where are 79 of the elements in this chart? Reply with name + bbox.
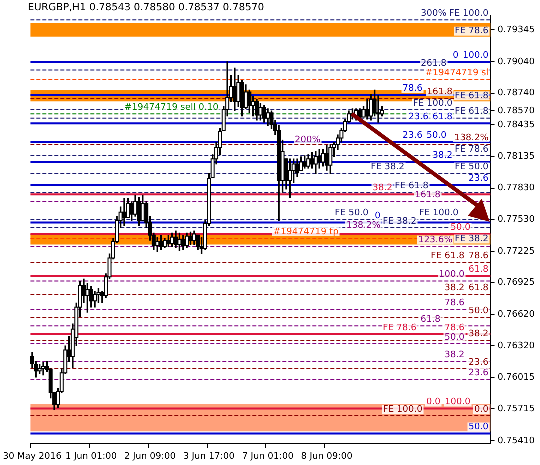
annotation: 0.0 <box>474 404 490 415</box>
y-tick-label: 0.75715 <box>498 404 535 415</box>
annotation: 23.6 <box>468 174 490 184</box>
y-tick-label: 0.78435 <box>498 120 535 130</box>
x-tick-label: 2 Jun 09:00 <box>124 452 176 462</box>
annotation: FE 50.0 <box>455 162 490 173</box>
annotation: 78.6 <box>468 251 490 262</box>
annotation: 300% <box>421 9 448 20</box>
annotation: 261.8 <box>421 59 448 70</box>
annotation: FE 100.0 <box>383 404 424 415</box>
annotation: 0.0 <box>426 398 442 408</box>
annotation: 23.6 <box>468 358 490 368</box>
annotation: 61.8 <box>468 264 490 275</box>
y-tick-label: 0.78135 <box>498 152 535 162</box>
y-tick-label: 0.76320 <box>498 341 536 352</box>
annotation: FE 100.0 <box>419 208 460 218</box>
band-label: FE 78.6 <box>455 26 490 37</box>
y-tick-label: 0.76620 <box>498 310 536 320</box>
y-tick-label: 0.76925 <box>498 278 535 288</box>
y-tick-label: 0.77225 <box>498 246 535 257</box>
annotation: 23.6 <box>408 112 430 122</box>
annotation: 50.0 <box>468 306 490 317</box>
x-tick-label: 3 Jun 17:00 <box>183 452 236 462</box>
annotation: 61.8 <box>468 284 490 294</box>
annotation: 61.8 <box>432 112 454 122</box>
x-tick-label: 8 Jun 09:00 <box>301 452 353 462</box>
annotation: 161.8 <box>415 190 442 201</box>
annotation: FE 100.0 <box>449 9 490 20</box>
annotation: 0 <box>453 50 460 61</box>
chart-title: EURGBP,H1 0.78543 0.78580 0.78537 0.78570 <box>28 2 264 14</box>
x-tick-label: 30 May 2016 <box>3 452 62 462</box>
annotation: 38.2 <box>444 350 465 361</box>
y-tick-label: 0.79040 <box>498 57 536 68</box>
y-tick-label: 0.75410 <box>498 436 536 446</box>
annotation: FE 61.8 <box>395 181 430 192</box>
band-label: FE 61.8 <box>455 91 490 102</box>
annotation: 50.0 <box>426 131 448 142</box>
annotation: 78.6 <box>444 323 466 334</box>
y-tick-label: 0.77830 <box>498 184 536 194</box>
annotation: 78.6 <box>402 84 424 94</box>
annotation: 100.0 <box>463 50 490 61</box>
annotation: FE 78.6 <box>455 144 490 155</box>
annotation: 50.0 <box>468 422 490 433</box>
annotation: 50.0 <box>450 223 472 234</box>
annotation: 100.0 <box>445 398 472 408</box>
annotation: 38.2 <box>468 330 489 340</box>
annotation: 38.2 <box>444 284 465 294</box>
annotation: FE 78.6 <box>383 323 418 334</box>
x-tick-label: 7 Jun 01:00 <box>242 452 294 462</box>
annotation: 200% <box>295 135 322 146</box>
annotation: 100.0 <box>439 270 466 280</box>
annotation: FE 61.8 <box>455 107 490 118</box>
y-tick-label: 0.77530 <box>498 215 536 225</box>
band-label: FE 38.2 <box>455 234 489 245</box>
y-tick-label: 0.79345 <box>498 25 535 36</box>
annotation: 23.6 <box>402 131 424 142</box>
annotation: #19474719 tp <box>273 227 340 238</box>
annotation: #19474719 sl <box>425 68 489 79</box>
annotation: FE 38.2 <box>383 216 417 227</box>
y-tick-label: 0.78570 <box>498 106 536 116</box>
annotation: 38.2 <box>432 151 453 162</box>
annotation: FE 100.0 <box>413 98 454 109</box>
annotation: 23.6 <box>468 368 490 378</box>
annotation: 161.8 <box>427 87 454 98</box>
annotation: 61.8 <box>420 315 442 326</box>
annotation: 50.0 <box>444 332 466 343</box>
annotation: 78.6 <box>444 298 466 308</box>
annotation: FE 61.8 <box>431 251 466 262</box>
annotation: 138.2% <box>346 221 382 232</box>
annotation: 0 <box>375 212 382 222</box>
x-tick-label: 1 Jun 01:00 <box>66 452 118 462</box>
annotation: 138.2% <box>454 133 490 144</box>
annotation: 123.6% <box>418 236 454 246</box>
annotation: FE 38.2 <box>371 162 405 173</box>
annotation: 38.2 <box>372 183 393 194</box>
annotation: FE 50.0 <box>335 208 370 218</box>
y-tick-label: 0.76015 <box>498 373 535 384</box>
y-tick-label: 0.78740 <box>498 88 536 99</box>
annotation: #19474719 sell 0.10 <box>124 103 220 114</box>
